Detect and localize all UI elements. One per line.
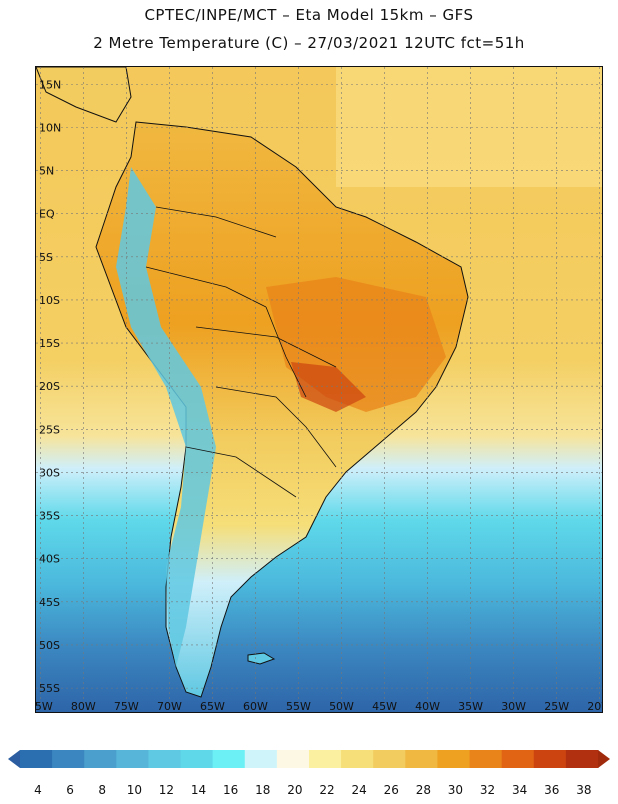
lat-label: 15N <box>39 78 61 91</box>
lat-label: 30S <box>39 466 60 479</box>
colorbar-cell <box>84 750 117 768</box>
longitude-labels: 85W 80W 75W 70W 65W 60W 55W 50W 45W 40W 35W 30W 25W 2… <box>36 700 603 713</box>
lon-label: 30W <box>501 700 526 713</box>
colorbar-tick: 32 <box>480 783 495 797</box>
lat-label: 50S <box>39 639 60 652</box>
colorbar-cell <box>341 750 374 768</box>
lon-label: 70W <box>157 700 182 713</box>
lat-label: 10N <box>39 121 61 134</box>
colorbar-tick: 8 <box>98 783 106 797</box>
andes-cold-strip <box>116 167 216 667</box>
colorbar-tick: 26 <box>384 783 399 797</box>
colorbar-cell <box>373 750 406 768</box>
colorbar-cell <box>116 750 149 768</box>
colorbar-tick-labels: 4 6 8 10 12 14 16 18 20 22 24 26 28 30 32 34 36 38 <box>34 783 591 797</box>
colorbar-tick: 18 <box>255 783 270 797</box>
colorbar-tick: 28 <box>416 783 431 797</box>
colorbar-cells <box>20 750 599 768</box>
lon-label: 45W <box>372 700 397 713</box>
lon-label: 20W <box>587 700 603 713</box>
lon-label: 75W <box>114 700 139 713</box>
lon-label: 40W <box>415 700 440 713</box>
colorbar-cell <box>276 750 310 768</box>
colorbar-tick: 4 <box>34 783 42 797</box>
colorbar-cell <box>148 750 182 768</box>
colorbar-tick: 20 <box>287 783 302 797</box>
lon-label: 35W <box>458 700 483 713</box>
map-canvas: 15N 10N 5N EQ 5S 10S 15S 20S 25S 30S 35S 40S 45S 50S 5… <box>36 67 603 713</box>
lat-label: 55S <box>39 682 60 695</box>
title-line-2: 2 Metre Temperature (C) – 27/03/2021 12U… <box>93 34 525 52</box>
colorbar-tick: 30 <box>448 783 463 797</box>
country-borders <box>145 206 337 498</box>
colorbar-tick: 16 <box>223 783 238 797</box>
lon-label: 85W <box>36 700 53 713</box>
lat-label: 20S <box>39 380 60 393</box>
colorbar-cell <box>533 750 567 768</box>
colorbar-tick: 38 <box>576 783 591 797</box>
lat-label: 45S <box>39 596 60 609</box>
colorbar-cell <box>565 750 599 768</box>
falkland-islands <box>247 652 276 665</box>
lat-label: 5N <box>39 165 54 178</box>
lon-label: 65W <box>200 700 225 713</box>
lat-label: 15S <box>39 337 60 350</box>
colorbar-cell <box>405 750 438 768</box>
colorbar-cell <box>180 750 214 768</box>
colorbar-cell <box>309 750 342 768</box>
lon-label: 80W <box>71 700 96 713</box>
lat-label: EQ <box>39 208 55 221</box>
lon-label: 25W <box>544 700 569 713</box>
lat-label: 25S <box>39 423 60 436</box>
colorbar-tick: 36 <box>544 783 559 797</box>
colorbar-tick: 14 <box>191 783 206 797</box>
lon-label: 55W <box>286 700 311 713</box>
colorbar-cell <box>469 750 503 768</box>
colorbar-cell <box>20 750 53 768</box>
central-america <box>36 67 132 123</box>
lon-label: 60W <box>243 700 268 713</box>
colorbar-under-arrow <box>8 750 20 768</box>
colorbar-cell <box>501 750 535 768</box>
lon-label: 50W <box>329 700 354 713</box>
lat-label: 40S <box>39 553 60 566</box>
colorbar: 4 6 8 10 12 14 16 18 20 22 24 26 28 30 32 34 36 38 <box>0 750 618 800</box>
lat-label: 5S <box>39 251 53 264</box>
colorbar-over-arrow <box>598 750 610 768</box>
colorbar-cell <box>212 750 246 768</box>
title-line-1: CPTEC/INPE/MCT – Eta Model 15km – GFS <box>144 6 474 24</box>
colorbar-tick: 34 <box>512 783 527 797</box>
colorbar-tick: 24 <box>351 783 366 797</box>
colorbar-tick: 10 <box>127 783 142 797</box>
latitude-labels: 15N 10N 5N EQ 5S 10S 15S 20S 25S 30S 35S 40S 45S 50S 5… <box>39 78 61 695</box>
colorbar-cell <box>244 750 278 768</box>
colorbar-tick: 6 <box>66 783 74 797</box>
temperature-map: 15N 10N 5N EQ 5S 10S 15S 20S 25S 30S 35S 40S 45S 50S 5… <box>35 66 603 713</box>
lat-label: 35S <box>39 510 60 523</box>
colorbar-tick: 22 <box>319 783 334 797</box>
colorbar-cell <box>437 750 471 768</box>
colorbar-cell <box>52 750 85 768</box>
atlantic-warm-band <box>336 67 602 187</box>
colorbar-tick: 12 <box>159 783 174 797</box>
lat-label: 10S <box>39 294 60 307</box>
hottest-region <box>291 362 366 412</box>
